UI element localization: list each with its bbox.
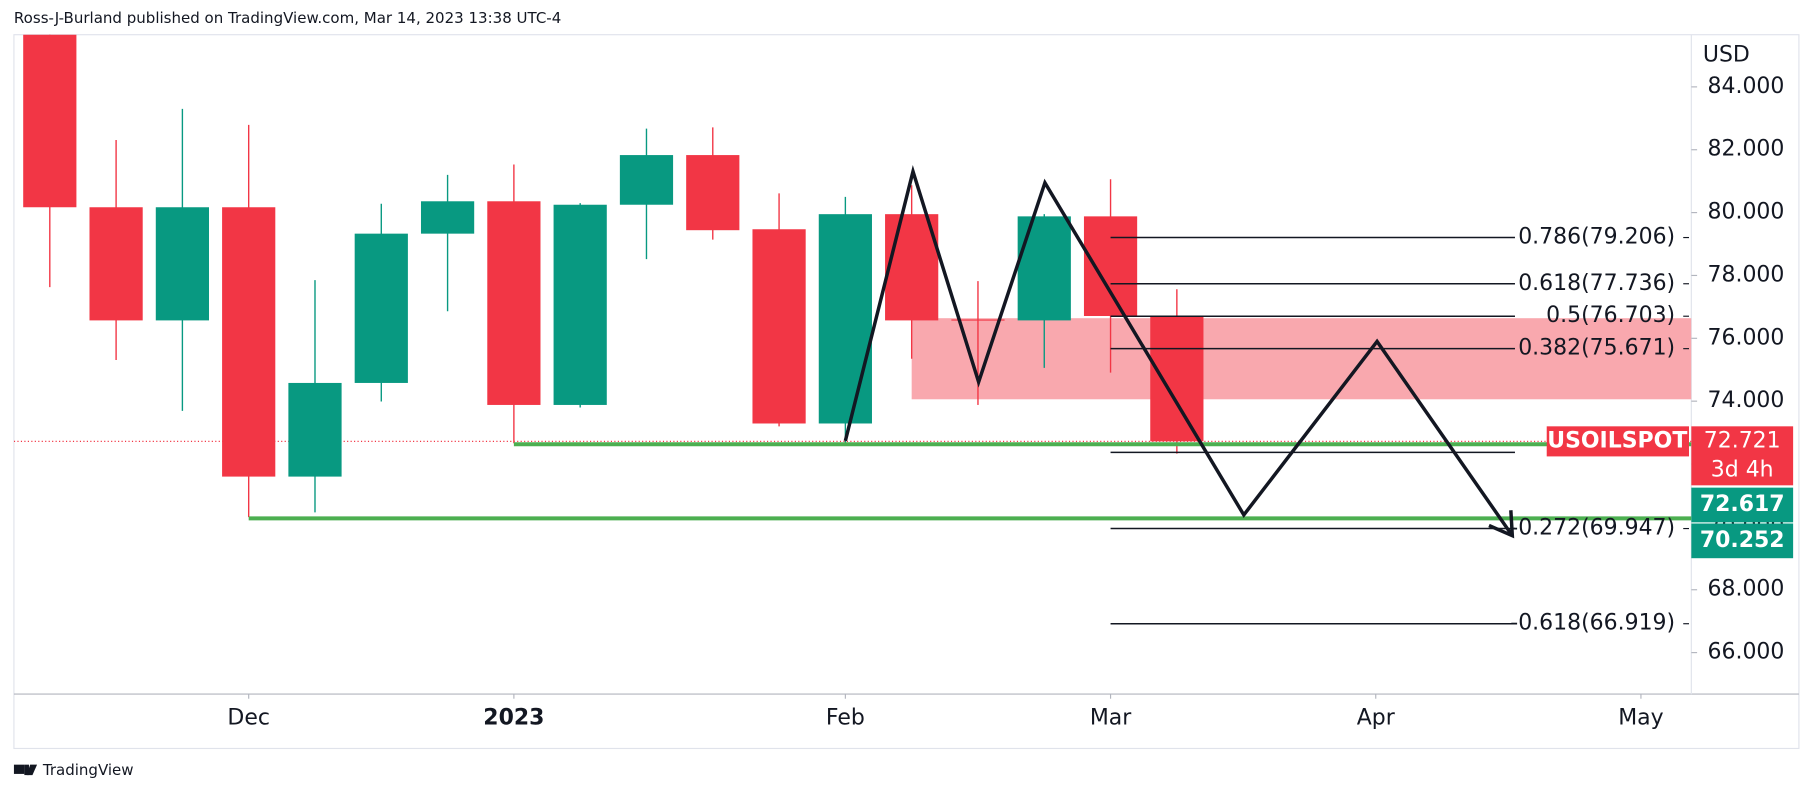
fib-label: -0.618(66.919) [1510, 611, 1675, 636]
candle-body [23, 34, 77, 208]
candle-body [951, 319, 1005, 321]
y-tick-label: 82.000 [1708, 137, 1785, 162]
y-tick-label: 74.000 [1708, 388, 1785, 413]
x-tick-label: Dec [227, 705, 270, 730]
x-tick-label: Apr [1357, 705, 1396, 730]
y-tick-label: 76.000 [1708, 325, 1785, 350]
plot-area [13, 34, 1692, 625]
candle-body [686, 155, 740, 231]
candle-body [619, 155, 674, 205]
price-badge-label: 70.252 [1700, 528, 1785, 553]
arrow-head [1488, 510, 1515, 539]
candle-body [89, 207, 143, 321]
symbol-label: USOILSPOT [1547, 428, 1687, 453]
currency-label: USD [1703, 43, 1750, 68]
candle-body [752, 229, 806, 424]
zone [911, 318, 1692, 400]
price-badge [1691, 523, 1794, 559]
candle-body [420, 201, 475, 234]
candle-body [818, 214, 872, 424]
countdown-label: 3d 4h [1711, 457, 1774, 482]
price-badge [1691, 487, 1794, 523]
fib-label: 0.618(77.736) [1518, 271, 1675, 296]
price-badge-label: 72.617 [1700, 492, 1785, 517]
y-tick-label: 80.000 [1708, 200, 1785, 225]
header: Ross-J-Burland published on TradingView.… [14, 9, 561, 27]
candle-body [553, 204, 607, 405]
candle-body [1083, 216, 1138, 316]
x-tick-label: 2023 [483, 705, 544, 730]
candle-body [288, 382, 342, 477]
fib-label: 0.382(75.671) [1518, 336, 1675, 361]
candle-body [1017, 216, 1071, 321]
projection-path [843, 165, 1514, 537]
x-tick-label: Mar [1090, 705, 1132, 730]
y-tick-label: 84.000 [1708, 74, 1785, 99]
footer: TradingView [42, 761, 134, 779]
candle-body [1150, 315, 1204, 442]
candle-body [885, 214, 939, 321]
y-tick-label: 68.000 [1708, 577, 1785, 602]
symbol-badge [1546, 426, 1690, 457]
logo [13, 764, 38, 776]
candle-body [155, 207, 210, 321]
candle-body [487, 201, 541, 405]
candle-body [354, 233, 408, 383]
fib-label: -0.272(69.947) [1510, 516, 1675, 541]
fib-label: 0.786(79.206) [1518, 225, 1675, 250]
x-tick-label: May [1618, 705, 1663, 730]
frame [13, 34, 1800, 750]
y-tick-label: 66.000 [1708, 640, 1785, 665]
y-tick-label: 78.000 [1708, 262, 1785, 287]
fib-label: 0.5(76.703) [1546, 303, 1675, 328]
price-badge-label: 72.721 [1704, 428, 1781, 453]
candle-body [222, 207, 276, 477]
x-tick-label: Feb [826, 705, 865, 730]
price-badge [1691, 426, 1794, 486]
